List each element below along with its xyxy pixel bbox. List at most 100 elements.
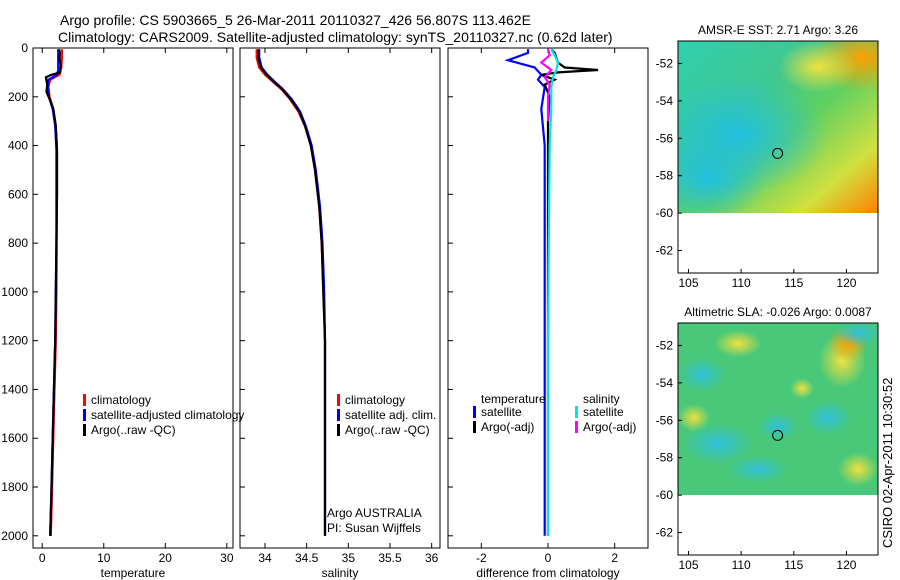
salinity-series-argo-raw-qc- <box>257 49 327 536</box>
difference-legend-label: Argo(-adj) <box>481 420 534 434</box>
salinity-xtick-label: 36 <box>425 551 439 565</box>
temperature-xtick-label: 10 <box>97 551 111 565</box>
temperature-legend-swatch <box>83 424 86 436</box>
sst-map-ytick-label: -60 <box>656 206 674 220</box>
sla-map-argo-marker <box>772 429 784 441</box>
salinity-xtick-label: 34 <box>258 551 272 565</box>
sla-anomaly-region <box>804 400 852 435</box>
footer-timestamp: CSIRO 02-Apr-2011 10:30:52 <box>880 378 895 548</box>
sla-map-ytick-label: -58 <box>656 451 674 465</box>
sla-map-heatmap-field <box>678 323 878 496</box>
salinity-series-group <box>255 49 327 536</box>
sla-anomaly-region <box>728 455 788 484</box>
salinity-series-satellite-adj-clim- <box>258 49 327 536</box>
sla-map-xtick-label: 120 <box>836 558 856 572</box>
difference-legend-title-temperature: temperature <box>481 392 546 406</box>
temperature-legend-label: climatology <box>91 393 151 407</box>
sst-map-ytick-label: -58 <box>656 169 674 183</box>
sla-anomaly-region <box>682 422 754 465</box>
temperature-series-group <box>44 48 63 536</box>
temperature-series-argo-raw-qc- <box>44 48 62 536</box>
salinity-axes-frame <box>239 47 441 549</box>
sst-map-xtick-label: 120 <box>836 276 856 290</box>
sla-map-ytick-label: -56 <box>656 413 674 427</box>
difference-legend-swatch <box>473 406 476 418</box>
salinity-xlabel: salinity <box>322 566 359 580</box>
difference-legend-swatch <box>575 406 578 418</box>
temperature-legend-label: Argo(..raw -QC) <box>91 423 176 437</box>
salinity-xtick-label: 35.5 <box>378 551 402 565</box>
salinity-legend-label: Argo(..raw -QC) <box>345 423 430 437</box>
figure-title-line2: Climatology: CARS2009. Satellite-adjuste… <box>58 29 613 45</box>
temperature-panel: 0 10 20 30 temperature 0 200 400 600 800 1000 1200 1… <box>1 41 244 580</box>
difference-series-temperature-satellite <box>504 49 546 536</box>
sla-map-ytick-label: -60 <box>656 488 674 502</box>
temperature-legend-swatch <box>83 394 86 406</box>
difference-legend-swatch <box>575 421 578 433</box>
difference-legend-label: satellite <box>583 405 624 419</box>
salinity-xtick-label: 35 <box>342 551 356 565</box>
difference-series-salinity-argo-adj- <box>539 48 553 122</box>
sst-map-xtick-label: 110 <box>732 276 751 290</box>
difference-legend-swatch <box>473 421 476 433</box>
salinity-xtick-label: 34.5 <box>295 551 319 565</box>
sst-map-panel: AMSR-E SST: 2.71 Argo: 3.26 105 110 115 120 -… <box>656 23 879 290</box>
depth-ytick-label: 400 <box>8 139 28 153</box>
difference-legend-title-salinity: salinity <box>583 392 620 406</box>
salinity-legend-label: satellite adj. clim. <box>345 408 436 422</box>
sst-cold-region <box>678 135 768 214</box>
depth-ytick-label: 0 <box>21 41 28 55</box>
sla-map-xtick-label: 115 <box>784 558 803 572</box>
temperature-xtick-label: 20 <box>159 551 173 565</box>
sst-map-xtick-label: 105 <box>679 276 699 290</box>
temperature-xlabel: temperature <box>101 566 166 580</box>
sla-map-ytick-label: -54 <box>656 376 674 390</box>
sla-anomaly-region <box>678 357 726 392</box>
sla-map-panel: Altimetric SLA: -0.026 Argo: 0.0087 105 11… <box>656 305 879 572</box>
salinity-annotation: PI: Susan Wijffels <box>327 521 421 535</box>
depth-ytick-label: 600 <box>8 187 28 201</box>
depth-ytick-label: 1400 <box>1 382 28 396</box>
sla-map-ytick-label: -52 <box>656 338 674 352</box>
temperature-xtick-label: 0 <box>39 551 46 565</box>
figure-title-line1: Argo profile: CS 5903665_5 26-Mar-2011 2… <box>60 12 531 28</box>
sla-map-xtick-label: 105 <box>679 558 699 572</box>
sla-map-xtick-label: 110 <box>732 558 751 572</box>
depth-ytick-label: 1000 <box>1 285 28 299</box>
sst-map-xtick-label: 115 <box>784 276 803 290</box>
temperature-legend-label: satellite-adjusted climatology <box>91 408 244 422</box>
sla-map-title: Altimetric SLA: -0.026 Argo: 0.0087 <box>684 305 872 319</box>
sla-anomaly-region <box>714 329 762 358</box>
sla-anomaly-region <box>758 412 798 441</box>
depth-ytick-label: 2000 <box>1 529 28 543</box>
sst-map-ytick-label: -54 <box>656 94 674 108</box>
difference-legend: temperature salinitysatelliteArgo(-adj)sa… <box>473 392 636 434</box>
temperature-axes-frame <box>32 47 234 549</box>
sla-map-axes-frame <box>677 322 879 556</box>
difference-xlabel: difference from climatology <box>476 566 619 580</box>
salinity-legend-label: climatology <box>345 393 405 407</box>
sst-map-title: AMSR-E SST: 2.71 Argo: 3.26 <box>698 23 858 37</box>
salinity-legend-swatch <box>337 409 340 421</box>
sst-map-ytick-label: -62 <box>656 244 674 258</box>
salinity-legend-swatch <box>337 424 340 436</box>
sla-anomaly-region <box>790 378 814 399</box>
sst-warm-region <box>778 41 858 93</box>
sst-map-ytick-label: -56 <box>656 131 674 145</box>
salinity-annotation: Argo AUSTRALIA <box>327 506 422 520</box>
difference-series-salinity-satellite <box>546 48 560 536</box>
sst-map-heatmap-field <box>678 41 878 214</box>
difference-xtick-label: -2 <box>476 551 487 565</box>
sla-map-ytick-label: -62 <box>656 526 674 540</box>
difference-xtick-label: 0 <box>545 551 552 565</box>
salinity-series-climatology <box>255 49 327 536</box>
depth-ytick-label: 1200 <box>1 334 28 348</box>
difference-legend-label: Argo(-adj) <box>583 420 636 434</box>
sst-map-ytick-label: -52 <box>656 56 674 70</box>
temperature-xtick-label: 30 <box>220 551 234 565</box>
sst-map-axes-frame <box>677 40 879 274</box>
